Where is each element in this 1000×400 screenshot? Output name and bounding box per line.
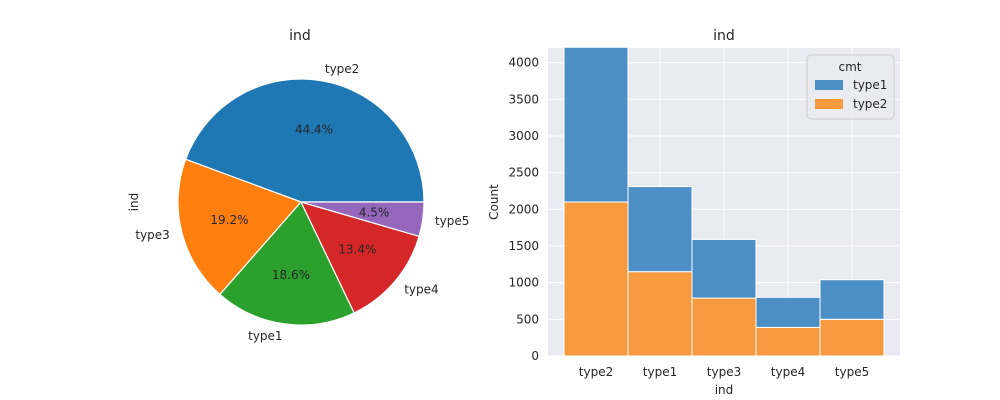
legend-title: cmt [839, 60, 862, 74]
x-tick-label-type5: type5 [835, 365, 869, 379]
y-tick-label: 1500 [508, 239, 539, 253]
legend: cmt type1 type2 [806, 54, 895, 120]
pie-percent-type4: 13.4% [338, 243, 376, 257]
bar-type2-type1 [563, 46, 629, 203]
pie-ylabel: ind [127, 193, 141, 212]
x-tick-label-type2: type2 [579, 365, 613, 379]
x-axis-label: ind [715, 383, 734, 397]
bar-type3-type2 [691, 297, 757, 357]
x-tick-label-type3: type3 [707, 365, 741, 379]
y-tick-label: 1000 [508, 276, 539, 290]
y-tick-label: 2500 [508, 166, 539, 180]
pie-title: ind [289, 28, 311, 44]
y-tick-label: 3500 [508, 92, 539, 106]
y-tick-label: 3000 [508, 129, 539, 143]
y-tick-label: 0 [531, 349, 539, 363]
bar-type1-type1 [627, 186, 693, 273]
y-tick-label: 4000 [508, 56, 539, 70]
bar-type3-type1 [691, 238, 757, 299]
pie-label-type2: type2 [325, 62, 359, 76]
bar-type2-type2 [563, 201, 629, 357]
pie-percent-type3: 19.2% [210, 213, 248, 227]
legend-label-type2: type2 [853, 97, 887, 111]
x-tick-label-type4: type4 [771, 365, 805, 379]
pie-percent-type1: 18.6% [272, 268, 310, 282]
pie-slice-type2 [184, 78, 425, 203]
bar-type4-type1 [755, 296, 821, 328]
x-tick-label-type1: type1 [643, 365, 677, 379]
pie-label-type5: type5 [435, 214, 469, 228]
histogram-title: ind [713, 28, 735, 44]
bar-type5-type1 [819, 279, 885, 320]
pie-slice-type5 [300, 201, 425, 238]
pie-label-type4: type4 [404, 282, 438, 296]
bar-type1-type2 [627, 271, 693, 357]
bar-type4-type2 [755, 326, 821, 357]
histogram-chart: 0 500 1000 1500 2000 2500 3000 3500 4000 type2 ty… [487, 28, 900, 397]
legend-label-type1: type1 [853, 78, 887, 92]
pie-label-type1: type1 [248, 329, 282, 343]
y-tick-label: 2000 [508, 202, 539, 216]
pie-percent-type5: 4.5% [359, 205, 390, 219]
bar-type5-type2 [819, 318, 885, 357]
legend-swatch-type2 [815, 99, 843, 109]
y-axis-label: Count [487, 184, 501, 220]
pie-label-type3: type3 [135, 228, 169, 242]
pie-slice-type4 [299, 201, 420, 314]
y-tick-label: 500 [516, 312, 539, 326]
pie-slice-type1 [219, 200, 355, 326]
legend-swatch-type1 [815, 80, 843, 90]
pie-chart: ind ind 44.4% type2 19.2% type3 18.6% type1 13… [127, 28, 469, 343]
pie-percent-type2: 44.4% [295, 122, 333, 136]
pie-slice-type3 [177, 158, 303, 296]
